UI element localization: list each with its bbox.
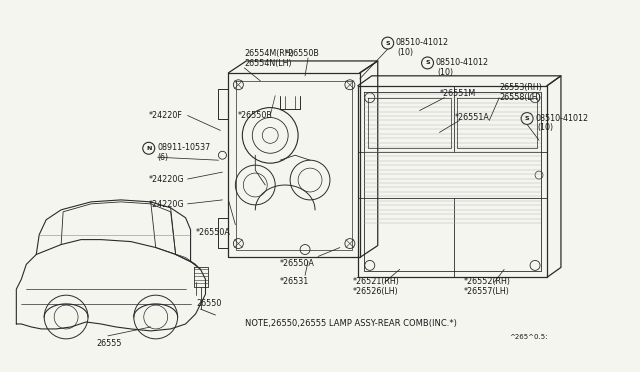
Circle shape	[234, 238, 243, 248]
Text: (10): (10)	[537, 124, 553, 132]
Text: *26551M: *26551M	[440, 89, 476, 98]
Text: *26551A: *26551A	[454, 113, 490, 122]
Text: *26521(RH): *26521(RH)	[353, 277, 400, 286]
Text: S: S	[525, 116, 529, 121]
Circle shape	[530, 93, 540, 103]
Circle shape	[143, 142, 155, 154]
Text: (10): (10)	[397, 48, 414, 57]
Text: *26557(LH): *26557(LH)	[463, 287, 509, 296]
Circle shape	[365, 93, 375, 103]
Text: 26554M(RH): 26554M(RH)	[244, 49, 294, 58]
Text: (6): (6)	[157, 153, 169, 162]
Circle shape	[530, 260, 540, 270]
Text: *24220G: *24220G	[148, 175, 184, 184]
Text: *26552(RH): *26552(RH)	[463, 277, 510, 286]
Text: *26531: *26531	[280, 277, 309, 286]
Circle shape	[345, 238, 355, 248]
Text: S: S	[385, 41, 390, 46]
Text: *26550A: *26550A	[196, 228, 230, 237]
Text: 08510-41012: 08510-41012	[435, 58, 488, 67]
Text: 26553(RH): 26553(RH)	[499, 83, 542, 92]
Text: 08510-41012: 08510-41012	[535, 113, 588, 122]
Text: *26550B: *26550B	[285, 49, 320, 58]
Text: *24220G: *24220G	[148, 200, 184, 209]
Circle shape	[422, 57, 433, 69]
Circle shape	[234, 80, 243, 90]
Text: N: N	[146, 146, 152, 151]
Text: 08911-10537: 08911-10537	[157, 143, 211, 152]
Circle shape	[521, 113, 533, 125]
Text: 08510-41012: 08510-41012	[396, 38, 449, 47]
Circle shape	[365, 260, 375, 270]
Text: *26526(LH): *26526(LH)	[353, 287, 399, 296]
Circle shape	[381, 37, 394, 49]
Text: 26554N(LH): 26554N(LH)	[244, 59, 292, 68]
Text: *26550B: *26550B	[237, 110, 272, 119]
Text: 26550: 26550	[196, 299, 222, 308]
Text: 26558(LH): 26558(LH)	[499, 93, 541, 102]
Text: *24220F: *24220F	[148, 110, 182, 119]
Circle shape	[345, 80, 355, 90]
Text: ^265^0.5:: ^265^0.5:	[509, 334, 548, 340]
Text: S: S	[425, 60, 430, 65]
Text: (10): (10)	[438, 68, 454, 77]
Text: NOTE,26550,26555 LAMP ASSY-REAR COMB(INC.*): NOTE,26550,26555 LAMP ASSY-REAR COMB(INC…	[245, 319, 457, 328]
Text: *26550A: *26550A	[280, 259, 315, 269]
Text: 26555: 26555	[96, 339, 122, 348]
